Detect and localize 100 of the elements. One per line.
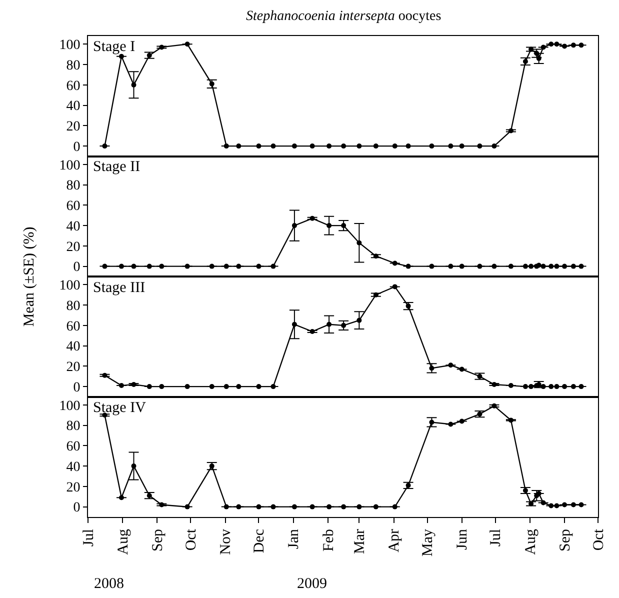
point — [102, 264, 108, 269]
point — [522, 384, 528, 390]
point — [256, 264, 262, 269]
point — [310, 329, 315, 334]
point — [492, 144, 497, 149]
point — [554, 384, 560, 390]
point — [159, 502, 164, 508]
point — [548, 264, 554, 269]
point — [508, 128, 514, 134]
point — [118, 264, 124, 269]
point — [548, 384, 554, 390]
point — [184, 42, 190, 47]
point — [528, 384, 534, 390]
point — [570, 42, 576, 48]
point — [256, 384, 262, 390]
point — [540, 500, 546, 506]
x-tick-label: Oct — [590, 528, 607, 551]
point — [356, 318, 362, 323]
point — [548, 503, 554, 508]
point — [146, 384, 152, 390]
point — [236, 504, 242, 510]
point — [554, 503, 560, 508]
point — [159, 264, 164, 269]
point — [492, 382, 497, 388]
point — [373, 504, 378, 510]
y-tick-label: 40 — [66, 219, 80, 234]
point — [270, 264, 276, 269]
point — [184, 384, 190, 390]
point — [459, 366, 464, 372]
point — [429, 264, 434, 269]
point — [578, 384, 584, 390]
point — [341, 504, 346, 510]
point — [540, 384, 546, 390]
point — [392, 504, 398, 510]
x-tick-label: Dec — [252, 528, 268, 554]
y-tick-label: 100 — [59, 158, 80, 174]
point — [540, 264, 546, 269]
legend-label: Stage II — [93, 159, 140, 175]
point — [118, 383, 124, 388]
point — [224, 384, 229, 390]
x-tick-label: Apr — [386, 528, 403, 552]
point — [562, 502, 568, 508]
point — [528, 264, 534, 269]
x-tick-label: Aug — [522, 528, 539, 555]
point — [270, 144, 276, 149]
point — [310, 216, 315, 221]
y-tick-label: 0 — [73, 500, 80, 516]
point — [406, 264, 411, 269]
y-tick-label: 60 — [66, 440, 80, 455]
x-tick-label: Jun — [454, 528, 471, 550]
point — [429, 144, 434, 149]
point — [459, 418, 464, 424]
y-tick-label: 40 — [66, 99, 80, 114]
point — [492, 403, 497, 408]
text: 2009 — [297, 576, 327, 592]
legend-label: Stage IV — [93, 400, 146, 416]
point — [209, 384, 214, 390]
y-tick-label: 60 — [66, 199, 80, 214]
chart-title: Stephanocoenia intersepta oocytes — [246, 9, 442, 24]
x-tick-label: Nov — [218, 528, 234, 555]
point — [326, 504, 332, 510]
point — [102, 372, 108, 378]
point — [522, 264, 528, 269]
point — [310, 504, 315, 510]
point — [562, 44, 568, 49]
point — [184, 264, 190, 269]
point — [578, 264, 584, 269]
point — [554, 264, 560, 269]
point — [562, 264, 568, 269]
y-tick-label: 80 — [66, 298, 80, 314]
point — [392, 144, 398, 149]
x-tick-label: Sep — [557, 529, 574, 552]
point — [292, 223, 297, 228]
point — [508, 418, 514, 423]
x-tick-label: Oct — [184, 528, 200, 551]
point — [477, 264, 482, 269]
y-tick-label: 80 — [66, 419, 80, 434]
point — [570, 384, 576, 390]
point — [310, 144, 315, 149]
point — [131, 82, 136, 88]
point — [256, 144, 262, 149]
point — [540, 44, 546, 50]
point — [562, 384, 568, 390]
point — [131, 464, 136, 469]
point — [341, 144, 346, 149]
point — [528, 501, 534, 506]
point — [270, 504, 276, 510]
point — [292, 504, 297, 510]
point — [184, 504, 190, 510]
y-tick-label: 100 — [59, 278, 80, 294]
y-tick-label: 20 — [66, 120, 80, 135]
x-tick-label: Jan — [286, 528, 302, 549]
y-tick-label: 20 — [66, 480, 80, 496]
y-tick-label: 40 — [66, 340, 80, 355]
point — [570, 264, 576, 269]
point — [508, 383, 514, 388]
point — [448, 144, 454, 149]
point — [392, 284, 398, 290]
point — [326, 322, 332, 327]
y-tick-label: 20 — [66, 360, 80, 376]
